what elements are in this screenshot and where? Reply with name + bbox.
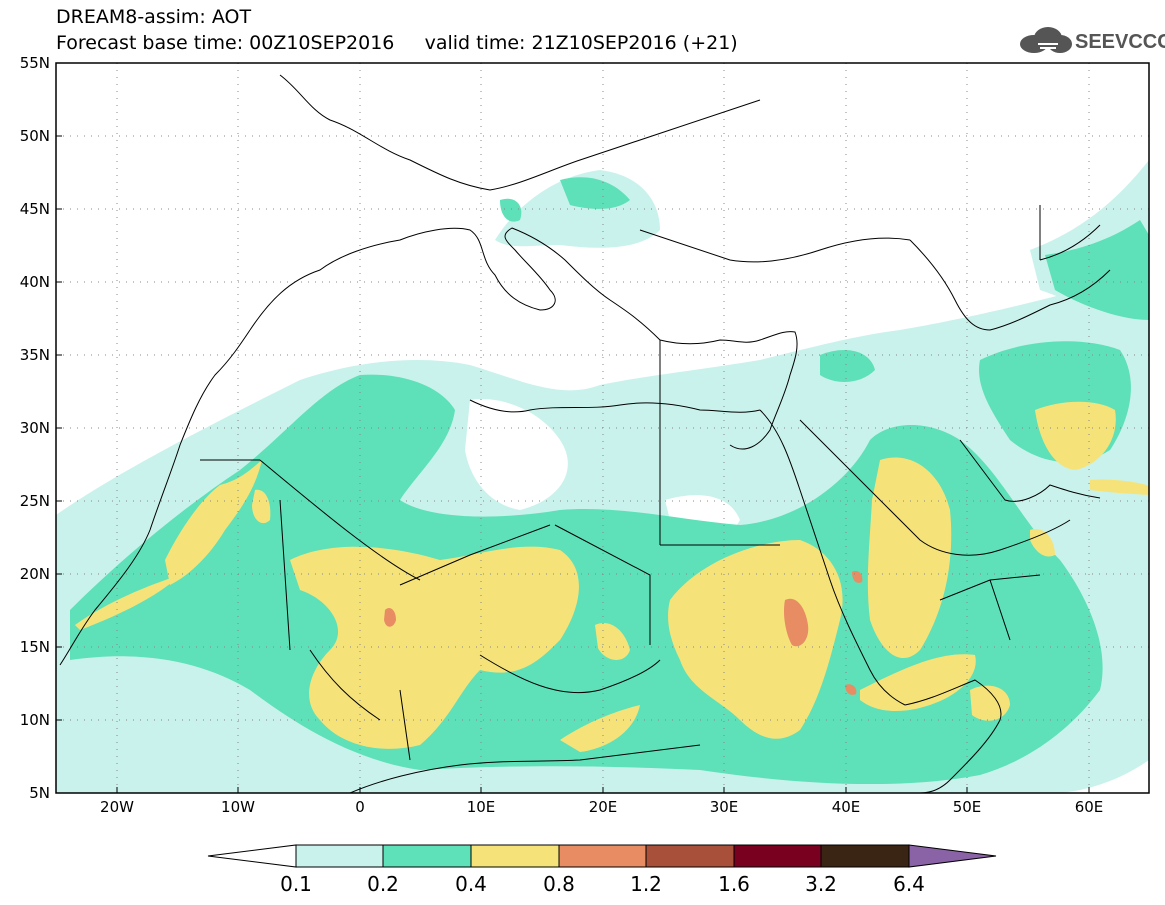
colorbar-label: 0.8 [543,872,575,896]
colorbar-segment-1.6 [733,844,822,868]
lat-label-15n: 15N [20,638,50,656]
aot-fields [56,63,1149,793]
lon-label-50e: 50E [953,798,982,816]
lat-label-55n: 55N [20,54,50,72]
colorbar [207,844,997,868]
lon-label-10e: 10E [467,798,496,816]
colorbar-segment-0.1 [295,844,384,868]
colorbar-label: 6.4 [893,872,925,896]
colorbar-segment-upper-arrow [908,844,997,868]
colorbar-segment-0.2 [382,844,472,868]
lat-label-50n: 50N [20,127,50,145]
colorbar-label: 1.2 [630,872,662,896]
aot-level-0.8 [384,570,863,695]
lon-label-20e: 20E [589,798,618,816]
colorbar-label: 1.6 [718,872,750,896]
logo-text: SEEVCCC [1075,31,1165,53]
lat-label-45n: 45N [20,200,50,218]
axis-ticks [56,62,1090,794]
lat-label-25n: 25N [20,492,50,510]
map-title: DREAM8-assim: AOT [56,6,252,28]
lon-label-40e: 40E [832,798,861,816]
colorbar-label: 0.1 [280,872,312,896]
colorbar-segment-3.2 [820,844,910,868]
colorbar-segment-0.4 [470,844,560,868]
colorbar-label: 0.2 [367,872,399,896]
lat-label-20n: 20N [20,565,50,583]
lon-label-30e: 30E [710,798,739,816]
lat-label-35n: 35N [20,346,50,364]
forecast-time-line: Forecast base time: 00Z10SEP2016 valid t… [56,32,738,54]
lon-label-10w: 10W [221,798,255,816]
colorbar-segment-1.2 [645,844,735,868]
lon-label-60e: 60E [1075,798,1104,816]
colorbar-label: 3.2 [805,872,837,896]
cloud-logo-icon [1020,27,1072,53]
map-gridlines [56,63,1149,793]
colorbar-segment-0.8 [558,844,647,868]
lon-label-0: 0 [355,798,365,816]
lat-label-40n: 40N [20,273,50,291]
coastlines [59,74,1111,793]
colorbar-label: 0.4 [455,872,487,896]
lat-label-10n: 10N [20,711,50,729]
lat-label-5n: 5N [29,784,50,802]
lat-label-30n: 30N [20,419,50,437]
colorbar-segment-lower-arrow [207,844,297,868]
lon-label-20w: 20W [100,798,134,816]
aot-level-0.4 [75,401,1149,752]
